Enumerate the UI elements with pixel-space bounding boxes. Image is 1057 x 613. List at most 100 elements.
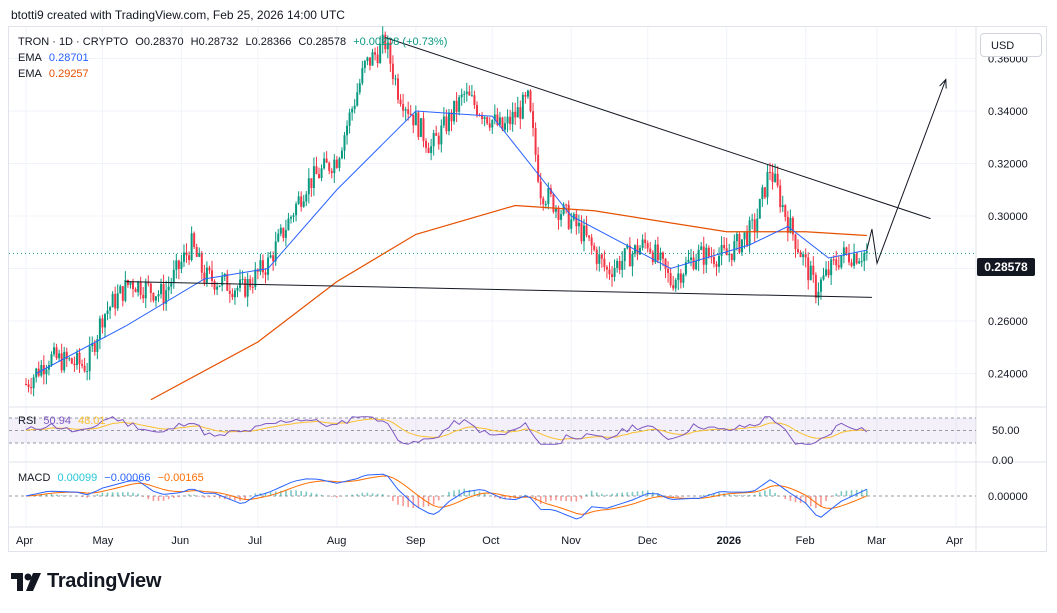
change-value: +0.00208 (+0.73%) — [353, 36, 448, 48]
macd-histogram-bar — [152, 496, 155, 502]
hist-value: −0.00165 — [157, 472, 204, 484]
candle-body — [529, 90, 532, 112]
macd-histogram-bar — [504, 496, 506, 500]
currency-button[interactable]: USD — [980, 33, 1042, 57]
candle-body — [776, 173, 779, 186]
candle-body — [598, 254, 601, 264]
candle-body — [353, 105, 356, 109]
candle-body — [521, 94, 524, 119]
candle-body — [605, 267, 608, 270]
candle-body — [330, 170, 333, 174]
macd-histogram-bar — [494, 496, 496, 498]
macd-histogram-bar — [213, 496, 216, 497]
candle-body — [307, 178, 310, 195]
candle-body — [325, 158, 328, 163]
macd-legend[interactable]: MACD 0.00099 −0.00066 −0.00165 — [18, 472, 208, 484]
macd-histogram-bar — [346, 495, 348, 496]
symbol-label[interactable]: TRON · 1D · CRYPTO — [18, 36, 129, 48]
candle-body — [361, 68, 364, 84]
macd-histogram-bar — [738, 495, 741, 496]
tradingview-logo[interactable]: TradingView — [11, 570, 161, 593]
macd-histogram-bar — [473, 490, 476, 496]
macd-histogram-bar — [137, 493, 139, 496]
candle-body — [733, 241, 736, 261]
candle-body — [180, 261, 183, 269]
macd-histogram-bar — [483, 493, 486, 496]
candle-body — [644, 239, 647, 244]
candle-body — [817, 291, 820, 298]
macd-histogram-bar — [860, 489, 863, 496]
chart-frame — [8, 26, 1047, 552]
candle-body — [137, 281, 140, 293]
macd-histogram-bar — [580, 496, 583, 499]
macd-histogram-bar — [198, 496, 201, 497]
candle-body — [690, 257, 693, 260]
candle-body — [705, 247, 708, 265]
candle-body — [473, 95, 476, 106]
candle-body — [509, 116, 512, 125]
candle-body — [121, 286, 124, 301]
candle-body — [646, 243, 649, 249]
candle-body — [748, 220, 751, 246]
candle-body — [106, 310, 109, 315]
candle-body — [572, 213, 575, 220]
macd-histogram-bar — [850, 490, 853, 496]
candle-body — [618, 261, 621, 270]
candle-body — [103, 314, 106, 328]
macd-histogram-bar — [106, 492, 109, 496]
candle-body — [577, 222, 580, 227]
candle-body — [491, 120, 494, 128]
candle-body — [504, 123, 507, 130]
candle-body — [766, 171, 769, 198]
candle-body — [641, 239, 644, 248]
macd-histogram-bar — [81, 496, 83, 497]
candle-body — [366, 57, 369, 61]
macd-tick-label: 0.00000 — [988, 491, 1028, 503]
close-value: C0.28578 — [298, 36, 347, 48]
macd-histogram-bar — [448, 491, 450, 496]
rsi-label: RSI — [18, 415, 37, 427]
macd-histogram-bar — [203, 496, 206, 498]
candle-body — [814, 274, 817, 298]
candle-body — [822, 275, 825, 280]
candle-body — [763, 187, 766, 198]
candle-body — [213, 280, 216, 290]
candle-body — [611, 274, 614, 277]
candle-body — [799, 252, 802, 258]
candle-body — [226, 273, 229, 291]
macd-histogram-bar — [178, 496, 180, 498]
candle-body — [554, 207, 557, 212]
candle-body — [419, 118, 422, 137]
candle-body — [430, 146, 433, 153]
candle-body — [68, 358, 71, 360]
candle-body — [177, 260, 180, 269]
candle-body — [661, 252, 664, 259]
macd-histogram-bar — [636, 491, 639, 496]
candle-body — [458, 97, 461, 112]
macd-signal-line — [25, 475, 868, 515]
candle-body — [590, 237, 593, 246]
rsi-ma-value: 48.01 — [78, 415, 106, 427]
candle-body — [132, 281, 135, 290]
candle-body — [738, 233, 741, 253]
candle-body — [149, 283, 152, 294]
ema-slow-legend[interactable]: EMA 0.29257 — [18, 68, 93, 80]
candle-body — [81, 364, 84, 366]
candle-body — [544, 203, 547, 205]
macd-histogram-bar — [172, 496, 175, 499]
candle-body — [442, 116, 445, 126]
macd-histogram-bar — [417, 496, 420, 508]
candle-body — [547, 188, 550, 204]
candle-body — [511, 111, 514, 125]
candle-body — [450, 112, 453, 122]
macd-histogram-bar — [208, 496, 211, 498]
x-tick-label: Mar — [867, 535, 886, 547]
rsi-legend[interactable]: RSI 50.94 48.01 — [18, 415, 110, 427]
candle-body — [261, 260, 264, 273]
ema-fast-legend[interactable]: EMA 0.28701 — [18, 52, 93, 64]
rsi-line — [25, 416, 868, 445]
candle-body — [427, 147, 430, 153]
candle-body — [58, 353, 61, 359]
macd-histogram-bar — [101, 492, 104, 496]
